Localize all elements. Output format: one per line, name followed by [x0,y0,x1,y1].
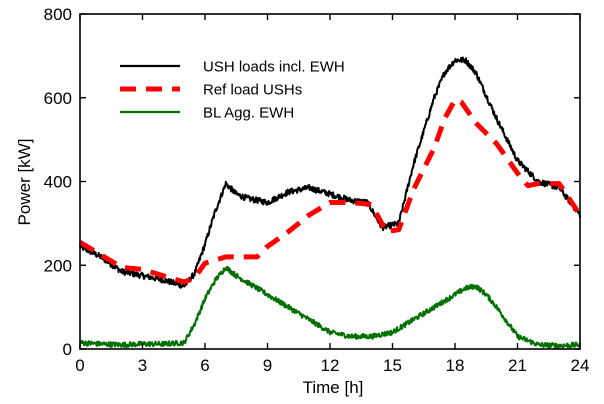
x-tick-label: 21 [508,356,527,375]
legend-entry: BL Agg. EWH [120,105,294,122]
legend-entry: USH loads incl. EWH [120,59,345,76]
x-tick-label: 24 [571,356,590,375]
y-tick-label: 400 [44,173,72,192]
y-tick-label: 600 [44,89,72,108]
y-tick-label: 200 [44,256,72,275]
legend: USH loads incl. EWH Ref load USHs BL Agg. … [120,59,345,122]
legend-entry: Ref load USHs [120,82,302,99]
series-line [79,265,581,350]
legend-label: Ref load USHs [203,82,302,99]
x-tick-label: 6 [200,356,209,375]
x-tick-label: 15 [383,356,402,375]
x-tick-label: 9 [263,356,272,375]
legend-label: USH loads incl. EWH [203,59,345,76]
series-1 [79,56,581,289]
series-line [79,56,581,289]
y-tick-label: 0 [63,340,72,359]
series-line [78,97,583,285]
x-tick-label: 18 [446,356,465,375]
series-2 [78,97,583,285]
y-tick-label: 800 [44,5,72,24]
axes-layer: 0 3 6 9 12 15 18 21 24 0 200 400 600 800 [44,5,590,375]
y-axis-label: Power [kW] [15,139,34,226]
x-tick-label: 0 [75,356,84,375]
series-3 [79,265,581,350]
x-tick-label: 3 [138,356,147,375]
legend-label: BL Agg. EWH [203,105,294,122]
series-layer [78,56,583,350]
x-axis-label: Time [h] [303,378,364,397]
x-tick-label: 12 [321,356,340,375]
